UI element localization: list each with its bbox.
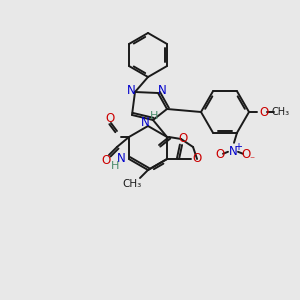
Text: N: N (158, 85, 166, 98)
Text: H: H (150, 111, 158, 121)
Text: CH₃: CH₃ (272, 107, 290, 117)
Text: N: N (127, 83, 135, 97)
Text: N: N (117, 152, 125, 166)
Text: CH₃: CH₃ (122, 179, 142, 189)
Text: ⁻: ⁻ (249, 155, 255, 165)
Text: +: + (234, 142, 242, 152)
Text: O: O (178, 133, 188, 146)
Text: N: N (141, 116, 149, 128)
Text: O: O (260, 106, 268, 118)
Text: N: N (229, 145, 237, 158)
Text: O: O (242, 148, 250, 161)
Text: O: O (105, 112, 115, 125)
Text: O: O (215, 148, 225, 161)
Text: O: O (192, 152, 202, 166)
Text: O: O (101, 154, 111, 166)
Text: H: H (111, 161, 119, 171)
